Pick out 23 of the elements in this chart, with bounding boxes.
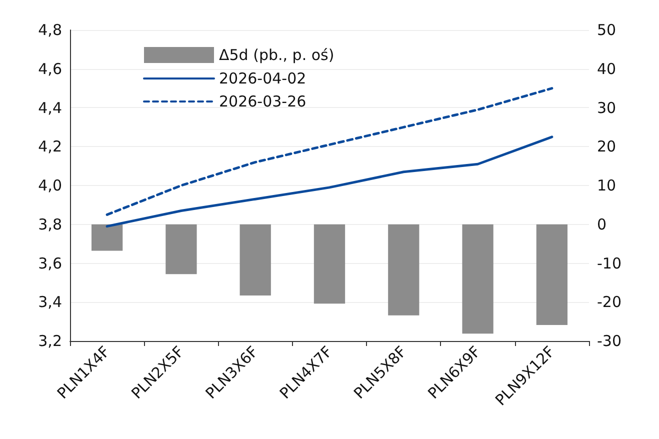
y2-tick-label: 0 xyxy=(597,215,607,234)
y-tick-label: 3,6 xyxy=(38,254,62,272)
legend-label: Δ5d (pb., p. oś) xyxy=(219,46,334,64)
y2-tick-label: -10 xyxy=(597,254,622,272)
legend-label: 2026-04-02 xyxy=(219,70,306,88)
y-tick-label: 4,0 xyxy=(38,176,62,194)
y2-tick-label: -20 xyxy=(597,293,622,312)
y-tick-label: 4,6 xyxy=(38,60,62,78)
legend-label: 2026-03-26 xyxy=(219,92,306,110)
y-tick-label: 4,8 xyxy=(38,21,62,39)
line-series xyxy=(106,136,554,228)
y-tick-label: 3,2 xyxy=(38,332,62,350)
y-tick-label: 3,4 xyxy=(38,293,62,312)
y-tick-label: 3,8 xyxy=(38,215,62,234)
y2-tick-label: 50 xyxy=(597,21,616,39)
y2-tick-label: 30 xyxy=(597,98,616,117)
y2-tick-label: -30 xyxy=(597,332,622,350)
y2-tick-label: 40 xyxy=(597,60,616,78)
y-tick-label: 4,4 xyxy=(38,98,62,117)
y2-tick-label: 10 xyxy=(597,176,616,194)
y-tick-label: 4,2 xyxy=(38,138,62,156)
line-series xyxy=(106,87,554,216)
y2-tick-label: 20 xyxy=(597,138,616,156)
